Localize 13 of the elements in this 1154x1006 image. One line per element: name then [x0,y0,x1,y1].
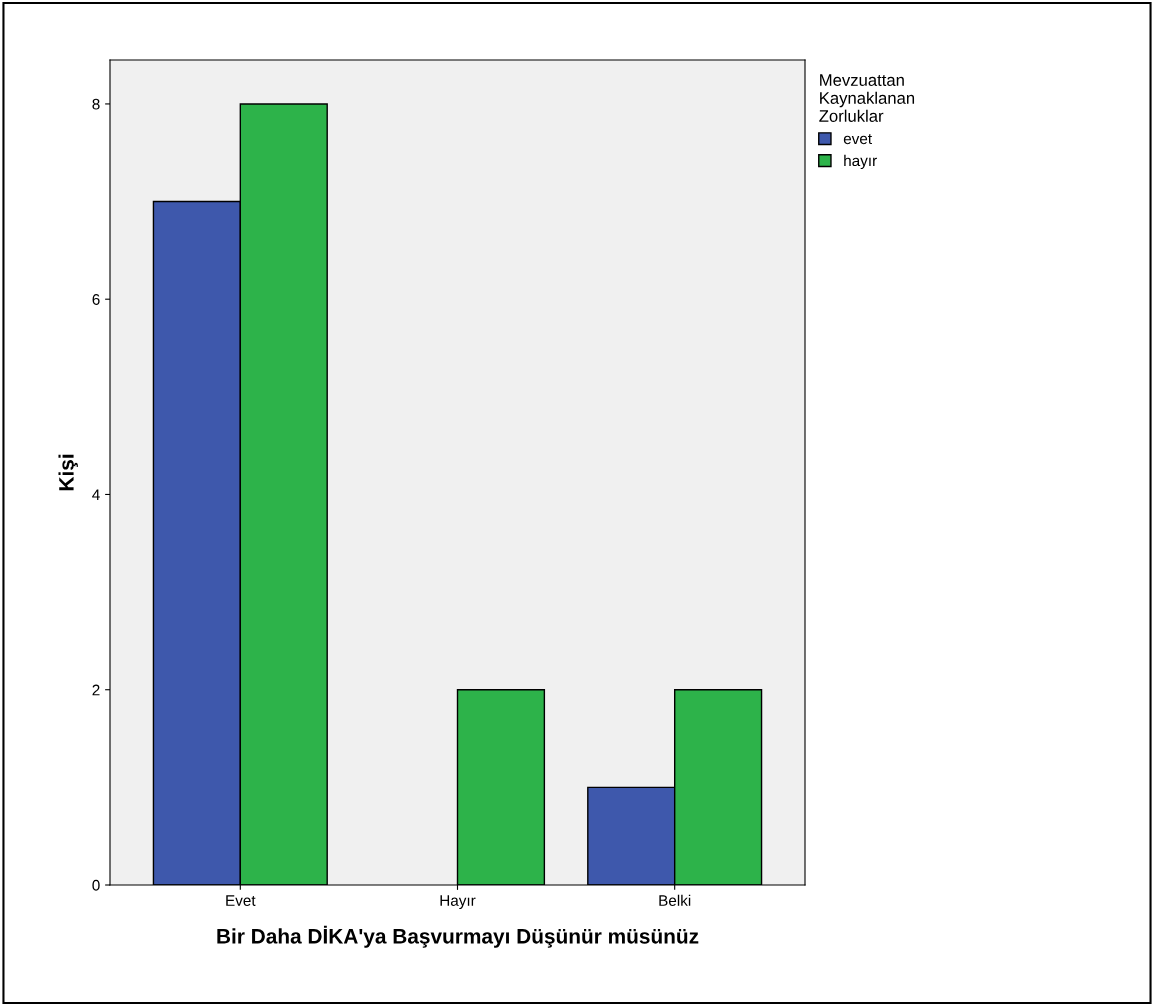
y-tick-label: 6 [92,294,100,305]
y-tick-label: 8 [92,98,100,110]
x-tick-label: Evet [226,895,256,906]
x-tick-label: Hayır [440,895,476,909]
legend-label: hayır [844,154,877,170]
x-tick-label: Belki [659,894,691,906]
y-tick-label: 0 [92,879,100,891]
y-tick-label: 2 [92,684,100,696]
y-tick-label: 4 [92,489,100,500]
y-axis-title: Kişi [58,454,78,491]
legend-label: evet [843,134,872,145]
x-axis-title: Bir Daha DİKA'ya Başvurmayı Düşünür müsünüz [217,925,699,948]
legend-title: Mevzuattan Kaynaklanan Zorluklar [819,74,915,122]
